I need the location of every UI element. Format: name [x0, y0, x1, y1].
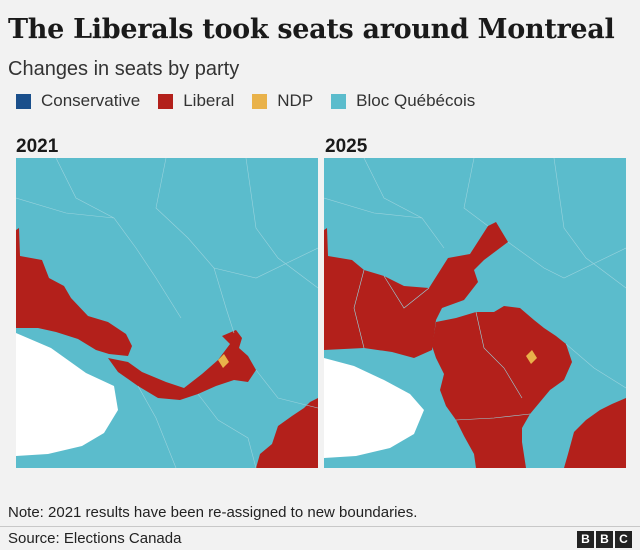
map-2021-water [16, 333, 118, 456]
bbc-logo: B B C [577, 531, 632, 548]
source-text: Source: Elections Canada [8, 530, 182, 547]
note-text: Note: 2021 results have been re-assigned… [8, 504, 418, 521]
bbc-logo-block-2: B [596, 531, 613, 548]
map-2021-liberal-west [16, 228, 132, 356]
legend-swatch-conservative [16, 93, 31, 109]
legend-label-ndp: NDP [277, 91, 314, 110]
map-2025-water [324, 358, 424, 458]
legend-swatch-ndp [252, 93, 268, 109]
map-2025-liberal-west [324, 222, 508, 358]
legend-swatch-liberal [158, 93, 174, 109]
legend-item-ndp: NDP [252, 91, 313, 111]
map-2025-liberal-montreal [432, 306, 572, 468]
bbc-logo-block-1: B [577, 531, 594, 548]
legend-label-bloc: Bloc Québécois [356, 91, 476, 110]
map-2025-riding-boundaries [324, 158, 626, 421]
year-label-2025: 2025 [325, 136, 368, 157]
legend-item-conservative: Conservative [16, 91, 140, 111]
legend: Conservative Liberal NDP Bloc Québécois [16, 91, 493, 111]
map-2025 [324, 158, 626, 468]
map-2021-liberal-montreal [108, 330, 256, 400]
legend-item-bloc: Bloc Québécois [331, 91, 475, 111]
legend-item-liberal: Liberal [158, 91, 234, 111]
map-2021-ndp [218, 354, 229, 368]
legend-label-liberal: Liberal [183, 91, 235, 110]
footer-divider [0, 526, 640, 527]
map-2021-riding-boundaries [16, 158, 318, 468]
legend-label-conservative: Conservative [41, 91, 141, 110]
legend-swatch-bloc [331, 93, 347, 109]
chart-subtitle: Changes in seats by party [8, 58, 240, 80]
year-label-2021: 2021 [16, 136, 59, 157]
bbc-logo-block-3: C [615, 531, 632, 548]
map-2021 [16, 158, 318, 468]
chart-title: The Liberals took seats around Montreal [8, 14, 615, 45]
map-2025-ndp [526, 350, 537, 364]
map-2025-liberal-southeast [564, 398, 626, 468]
map-2021-liberal-southeast [256, 398, 318, 468]
